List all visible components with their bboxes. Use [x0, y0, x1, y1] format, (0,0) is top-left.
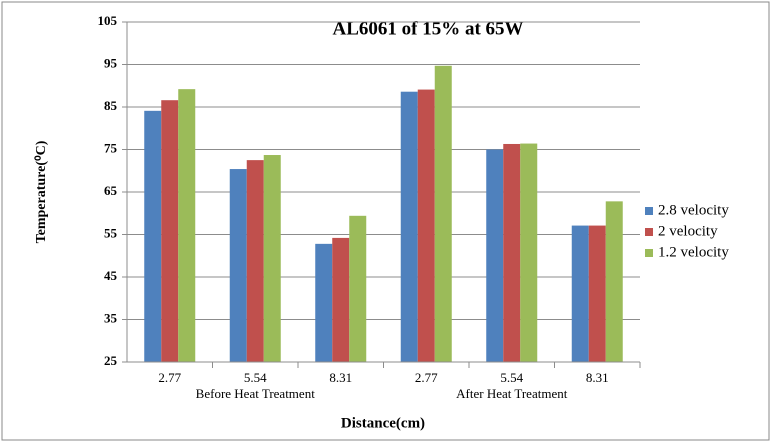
bar: [503, 143, 521, 362]
bar: [315, 243, 333, 362]
x-tick-label: 5.54: [244, 370, 267, 385]
bar: [161, 100, 179, 362]
x-group-label: After Heat Treatment: [456, 386, 568, 401]
bar: [349, 215, 367, 362]
y-tick-label: 95: [104, 55, 118, 70]
bar: [332, 237, 350, 362]
x-group-label: Before Heat Treatment: [196, 386, 316, 401]
x-tick-label: 8.31: [329, 370, 352, 385]
legend-swatch: [645, 249, 653, 257]
bar: [246, 160, 264, 362]
x-tick-label: 5.54: [500, 370, 523, 385]
bar: [571, 225, 589, 362]
bar: [486, 149, 504, 362]
bar: [229, 169, 247, 362]
y-tick-label: 45: [104, 268, 118, 283]
y-tick-label: 25: [104, 353, 118, 368]
y-tick-label: 105: [98, 13, 118, 28]
bar: [400, 91, 418, 362]
bar: [263, 155, 281, 362]
y-axis-label: Temperature(⁰C): [34, 140, 49, 243]
bar: [178, 89, 196, 363]
y-tick-label: 85: [104, 98, 118, 113]
legend-label: 2.8 velocity: [658, 202, 729, 218]
x-tick-label: 2.77: [415, 370, 438, 385]
y-tick-label: 55: [104, 225, 118, 240]
bar: [144, 110, 162, 362]
x-tick-label: 8.31: [586, 370, 609, 385]
bar: [417, 89, 435, 362]
legend-label: 1.2 velocity: [658, 244, 729, 260]
y-tick-label: 65: [104, 183, 118, 198]
bar: [605, 201, 623, 362]
x-axis-label: Distance(cm): [341, 415, 425, 431]
bar: [588, 225, 606, 362]
y-tick-label: 75: [104, 140, 118, 155]
bar: [520, 143, 538, 362]
bar: [434, 65, 452, 363]
legend-swatch: [645, 228, 653, 236]
x-tick-label: 2.77: [158, 370, 181, 385]
y-tick-label: 35: [104, 310, 118, 325]
chart-title: AL6061 of 15% at 65W: [332, 18, 523, 39]
legend-label: 2 velocity: [658, 223, 718, 239]
legend-swatch: [645, 207, 653, 215]
